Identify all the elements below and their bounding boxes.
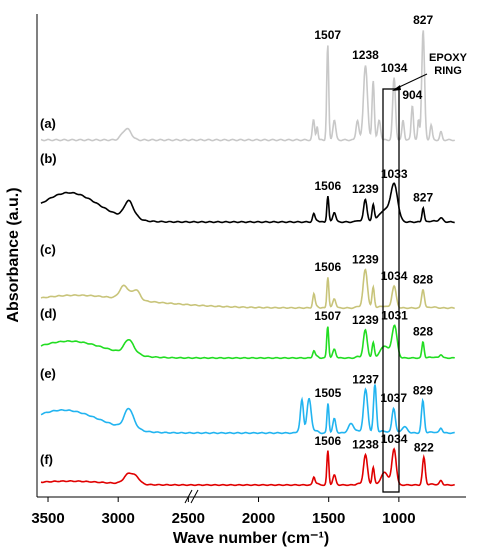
peak-label-a-1507: 1507	[314, 28, 341, 42]
peak-label-d-1507: 1507	[314, 309, 341, 323]
spectra-traces	[40, 30, 456, 487]
peak-label-d-1239: 1239	[352, 313, 379, 327]
trace-label-a: (a)	[40, 116, 56, 131]
x-axis-title: Wave number (cm⁻¹)	[173, 530, 329, 547]
peak-label-d-1031: 1031	[381, 308, 408, 322]
trace-labels: (a) (b) (c) (d) (e) (f)	[40, 116, 57, 467]
trace-label-f: (f)	[40, 452, 53, 467]
x-tick-label-3000: 3000	[101, 510, 134, 527]
epoxy-label-line2: RING	[434, 65, 462, 77]
peak-label-b-827: 827	[413, 191, 433, 205]
x-axis-ticks: 3500 3000 2500 2000 1500 1000	[31, 497, 416, 527]
trace-b	[40, 182, 455, 224]
y-axis-title: Absorbance (a.u.)	[5, 187, 22, 322]
peak-label-d-828: 828	[413, 325, 433, 339]
peak-label-c-828: 828	[413, 272, 433, 286]
peak-label-e-829: 829	[413, 384, 433, 398]
peak-label-c-1239: 1239	[352, 253, 379, 267]
peak-label-a-827: 827	[413, 13, 433, 27]
peak-label-f-1238: 1238	[352, 438, 379, 452]
epoxy-ring-box	[382, 88, 400, 493]
trace-d	[40, 324, 455, 360]
peak-label-e-1237: 1237	[352, 373, 379, 387]
peak-label-b-1506: 1506	[315, 179, 342, 193]
x-tick-label-3500: 3500	[31, 510, 64, 527]
trace-label-d: (d)	[40, 306, 57, 321]
epoxy-ring-annotation: EPOXY RING	[382, 52, 468, 493]
x-tick-label-1500: 1500	[312, 510, 345, 527]
epoxy-ring-arrow	[394, 73, 428, 90]
trace-f	[40, 447, 455, 487]
trace-label-b: (b)	[40, 151, 57, 166]
peak-label-b-1033: 1033	[381, 167, 408, 181]
x-tick-label-1000: 1000	[382, 510, 415, 527]
trace-a	[40, 30, 456, 142]
trace-c	[40, 268, 455, 310]
peak-label-f-822: 822	[414, 440, 434, 454]
peak-label-a-1034: 1034	[381, 61, 408, 75]
peak-label-f-1034: 1034	[381, 432, 408, 446]
peak-label-e-1037: 1037	[380, 391, 407, 405]
peak-label-a-904: 904	[402, 88, 422, 102]
trace-label-e: (e)	[40, 366, 56, 381]
epoxy-ring-arrowhead	[392, 85, 401, 91]
trace-label-c: (c)	[40, 242, 56, 257]
trace-e	[40, 384, 455, 435]
axis-break-marker	[184, 489, 199, 504]
x-tick-label-2500: 2500	[172, 510, 205, 527]
x-tick-label-2000: 2000	[242, 510, 275, 527]
plot-frame	[36, 14, 466, 498]
peak-label-c-1506: 1506	[315, 260, 342, 274]
peak-label-f-1506: 1506	[315, 434, 342, 448]
peak-label-b-1239: 1239	[352, 182, 379, 196]
peak-label-c-1034: 1034	[381, 269, 408, 283]
epoxy-label-line1: EPOXY	[429, 52, 468, 64]
peak-label-e-1505: 1505	[315, 386, 342, 400]
peak-label-a-1238: 1238	[352, 48, 379, 62]
